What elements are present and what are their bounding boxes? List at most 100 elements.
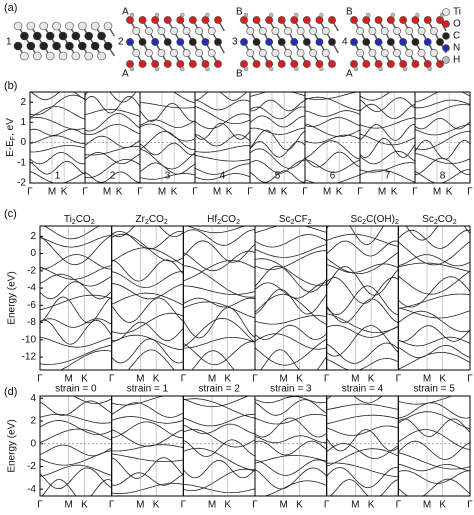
subplot-title: strain = 0 [55, 384, 97, 395]
band-line [40, 450, 112, 466]
x-tick-label: M [268, 187, 276, 198]
y-tick-label: -10 [22, 334, 37, 345]
band-line [398, 478, 470, 496]
atom [163, 38, 172, 46]
atom [368, 49, 377, 57]
text-part: 2 [453, 219, 457, 226]
x-tick-label: K [439, 500, 446, 511]
atom [240, 60, 248, 68]
subplot-frame [182, 395, 256, 497]
atom [84, 51, 94, 61]
band-line [398, 402, 470, 419]
atom [321, 49, 330, 57]
subplot-number: 6 [330, 171, 336, 182]
x-tick-label: K [336, 187, 343, 198]
band-line [84, 151, 141, 165]
band-line [30, 151, 86, 165]
band-line [359, 97, 416, 113]
x-tick-label: Γ [82, 187, 88, 198]
band-line [183, 396, 250, 408]
band-line [398, 429, 470, 450]
text-part: 2 [164, 219, 168, 226]
band-line [263, 480, 327, 496]
band-line [304, 123, 361, 138]
band-line [194, 99, 251, 111]
band-line [398, 344, 470, 359]
x-tick-label: K [61, 187, 68, 198]
atom [52, 21, 61, 31]
atom [176, 38, 185, 46]
bands [84, 92, 141, 183]
atom [386, 16, 395, 24]
band-line [111, 457, 184, 479]
atom [151, 38, 160, 46]
y-tick-label: -12 [22, 352, 37, 363]
band-line [40, 396, 112, 404]
y-tick-label: 1 [20, 117, 26, 128]
text-part: 2 [72, 219, 76, 226]
atom [26, 21, 36, 31]
atom [429, 49, 438, 57]
band-line [254, 440, 327, 456]
band-line [183, 459, 256, 479]
atom [290, 38, 299, 46]
atom [126, 16, 134, 24]
band-line [139, 162, 196, 175]
text-part: 2 [291, 219, 295, 226]
band-line [111, 402, 184, 418]
band-line [111, 231, 184, 250]
band-line [359, 162, 416, 173]
text-part: Sc [422, 214, 434, 225]
structure [13, 21, 116, 61]
atom [380, 49, 389, 57]
band-line [398, 229, 470, 249]
band-line [326, 226, 384, 246]
band-line [139, 130, 196, 150]
x-tick-label: Γ [37, 374, 43, 385]
x-tick-label: K [439, 374, 446, 385]
atom [252, 38, 261, 46]
band-line [414, 92, 470, 103]
atom [350, 16, 358, 24]
subplot-frame [194, 91, 251, 184]
band-line [254, 417, 327, 438]
band-line [84, 124, 141, 135]
atom [294, 66, 299, 72]
band-line [111, 416, 184, 424]
x-tick-label: Γ [109, 374, 115, 385]
band-line [260, 349, 328, 370]
band-line [84, 95, 141, 114]
structure-number: 4 [342, 37, 348, 48]
bands [249, 92, 306, 183]
atom [157, 27, 166, 35]
atom [246, 27, 255, 35]
subplot-title: strain = 2 [198, 384, 240, 395]
atom [195, 49, 204, 57]
panel-label: (b) [4, 80, 17, 92]
atom [277, 16, 286, 24]
band-line [304, 151, 361, 168]
band-line [254, 338, 327, 366]
band-line [40, 235, 112, 266]
subplot-number: 4 [220, 171, 226, 182]
atom [302, 60, 311, 68]
atom [58, 31, 68, 41]
termination-label: B [236, 7, 243, 18]
atom [240, 16, 248, 24]
panel-label: (c) [4, 208, 17, 220]
text-part: 2 [362, 219, 366, 226]
subplot-number: 8 [440, 171, 446, 182]
atom [353, 66, 359, 72]
band-line [183, 240, 256, 263]
band-line [304, 92, 360, 100]
band-line [398, 270, 470, 295]
atom [296, 27, 305, 35]
atom [319, 12, 324, 18]
atom [246, 49, 255, 57]
band-line [398, 464, 470, 472]
y-tick-label: -2 [27, 265, 36, 276]
band-line [304, 96, 361, 111]
x-tick-label: Γ [192, 187, 198, 198]
band-line [139, 173, 196, 180]
atom [390, 12, 396, 18]
